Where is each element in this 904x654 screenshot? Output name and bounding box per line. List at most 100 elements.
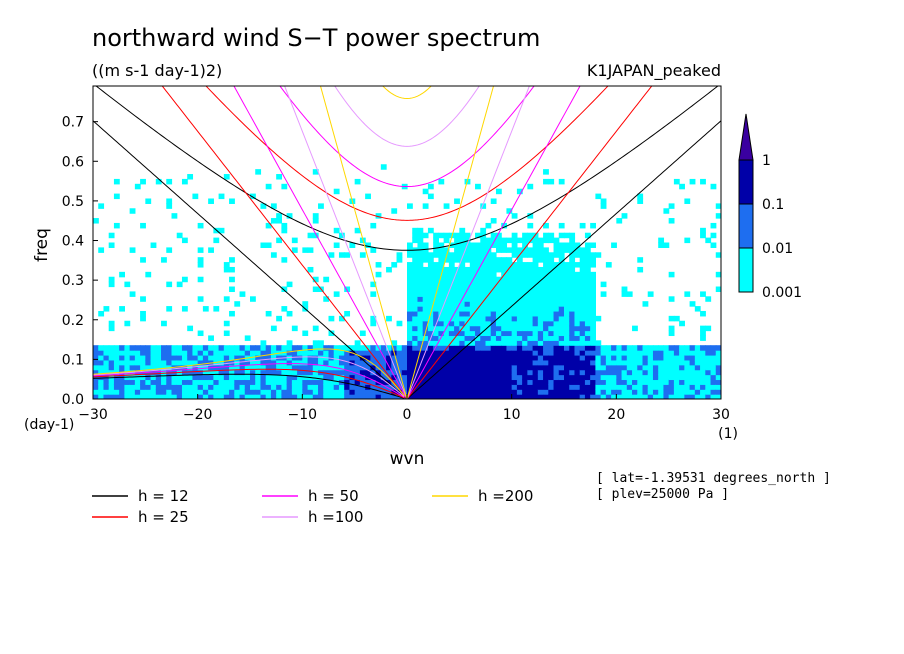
heatmap-cell [490, 301, 497, 307]
heatmap-cell [501, 384, 508, 390]
heatmap-cell [579, 320, 586, 327]
heatmap-cell [715, 213, 721, 219]
heatmap-cell [679, 345, 685, 351]
heatmap-cell [448, 369, 455, 376]
heatmap-cell [454, 330, 460, 337]
heatmap-cell [448, 252, 455, 258]
heatmap-cell [307, 266, 314, 273]
heatmap-cell [506, 310, 513, 317]
heatmap-cell [590, 252, 596, 258]
x-tick-label: 20 [607, 407, 625, 423]
heatmap-cell [422, 276, 429, 283]
heatmap-cell [108, 350, 115, 356]
heatmap-cell [663, 359, 670, 366]
heatmap-cell [700, 379, 706, 385]
heatmap-cell [250, 296, 256, 302]
heatmap-cell [370, 247, 377, 253]
heatmap-cell [584, 257, 591, 263]
heatmap-cell [626, 345, 633, 351]
heatmap-cell [255, 350, 262, 356]
heatmap-cell [700, 394, 706, 399]
heatmap-cell [522, 276, 528, 283]
heatmap-cell [255, 379, 262, 385]
heatmap-cell [522, 237, 528, 244]
heatmap-cell [140, 345, 146, 351]
heatmap-cell [574, 296, 581, 302]
heatmap-cell [93, 369, 99, 376]
heatmap-cell [297, 374, 303, 381]
heatmap-cell [407, 296, 413, 302]
heatmap-cell [632, 364, 638, 371]
heatmap-cell [579, 374, 586, 381]
heatmap-cell [433, 330, 439, 337]
heatmap-cell [501, 350, 508, 356]
heatmap-cell [548, 359, 555, 366]
heatmap-cell [584, 335, 591, 341]
heatmap-cell [250, 345, 256, 351]
dataset-label: K1JAPAN_peaked [587, 61, 721, 81]
heatmap-cell [459, 227, 466, 234]
heatmap-cell [459, 320, 466, 327]
heatmap-cell [412, 359, 419, 366]
heatmap-cell [553, 306, 560, 312]
heatmap-cell [564, 369, 570, 376]
heatmap-cell [181, 374, 188, 381]
heatmap-cell [527, 232, 534, 239]
heatmap-cell [485, 354, 492, 361]
heatmap-cell [140, 178, 146, 185]
heatmap-cell [386, 374, 392, 381]
heatmap-cell [427, 257, 434, 263]
heatmap-cell [412, 364, 419, 371]
heatmap-cell [537, 242, 544, 248]
heatmap-cell [658, 379, 665, 385]
heatmap-cell [150, 364, 157, 371]
heatmap-cell [569, 354, 576, 361]
heatmap-cell [281, 183, 288, 190]
heatmap-cell [229, 354, 235, 361]
heatmap-cell [140, 310, 146, 317]
heatmap-cell [464, 306, 471, 312]
heatmap-cell [532, 350, 539, 356]
heatmap-cell [140, 257, 146, 263]
heatmap-cell [443, 257, 450, 263]
heatmap-cell [621, 384, 628, 390]
heatmap-cell [548, 296, 555, 302]
heatmap-cell [511, 242, 518, 248]
heatmap-cell [537, 286, 544, 293]
heatmap-cell [506, 325, 513, 332]
heatmap-cell [365, 364, 371, 371]
heatmap-cell [543, 271, 549, 278]
heatmap-cell [166, 389, 173, 395]
heatmap-cell [616, 369, 623, 376]
heatmap-cell [673, 178, 680, 185]
heatmap-cell [469, 320, 476, 327]
heatmap-cell [543, 296, 549, 302]
heatmap-cell [595, 384, 602, 390]
heatmap-cell [443, 330, 450, 337]
heatmap-cell [412, 281, 419, 288]
heatmap-cell [433, 286, 439, 293]
heatmap-cell [642, 301, 649, 307]
heatmap-cell [527, 281, 534, 288]
heatmap-cell [574, 286, 581, 293]
heatmap-cell [710, 384, 717, 390]
heatmap-cell [297, 350, 303, 356]
heatmap-cell [485, 345, 492, 351]
heatmap-cell [490, 364, 497, 371]
heatmap-cell [679, 350, 685, 356]
heatmap-cell [700, 359, 706, 366]
heatmap-cell [564, 364, 570, 371]
heatmap-cell [527, 306, 534, 312]
heatmap-cell [208, 345, 214, 351]
heatmap-cell [113, 394, 120, 399]
heatmap-cell [532, 340, 539, 346]
heatmap-cell [108, 379, 115, 385]
heatmap-cell [119, 379, 125, 385]
heatmap-cell [600, 345, 607, 351]
heatmap-cell [166, 198, 173, 204]
heatmap-cell [464, 237, 471, 244]
heatmap-cell [495, 320, 502, 327]
heatmap-cell [417, 286, 424, 293]
heatmap-cell [223, 345, 230, 351]
heatmap-cell [276, 364, 282, 371]
